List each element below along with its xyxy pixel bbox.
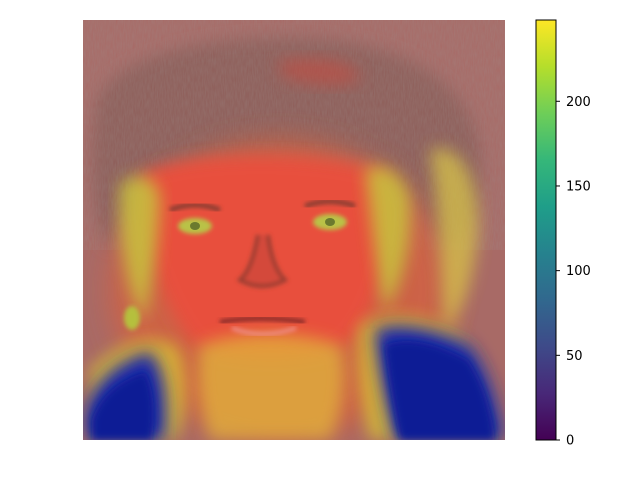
colorbar-tick-label: 50 xyxy=(566,349,583,364)
hair-highlight xyxy=(280,58,360,86)
right-shoulder-core xyxy=(385,340,495,440)
colorbar-tick-label: 150 xyxy=(566,179,591,194)
left-shoulder-core xyxy=(92,372,154,440)
nose xyxy=(236,234,289,288)
mouth xyxy=(219,316,306,325)
colorbar-tick-label: 200 xyxy=(566,95,591,110)
colorbar-fill xyxy=(536,20,556,440)
left-ear xyxy=(124,306,140,330)
colorbar-frame xyxy=(535,19,557,441)
far-right-contour xyxy=(430,148,479,330)
colorbar-ticks: 0 50 100 150 200 xyxy=(556,95,591,449)
colorbar-tick-label: 100 xyxy=(566,264,591,279)
left-eye-pupil xyxy=(190,222,200,230)
right-contour xyxy=(365,166,411,310)
lower-lip xyxy=(231,326,297,336)
colorbar-tick-label: 0 xyxy=(566,434,574,449)
neck-region xyxy=(198,333,345,440)
left-contour xyxy=(119,176,160,320)
left-brow xyxy=(169,202,221,213)
right-eye-pupil xyxy=(325,218,335,226)
right-brow xyxy=(304,199,356,209)
colorbar: 0 50 100 150 200 xyxy=(535,19,591,449)
heatmap-image xyxy=(83,20,505,440)
